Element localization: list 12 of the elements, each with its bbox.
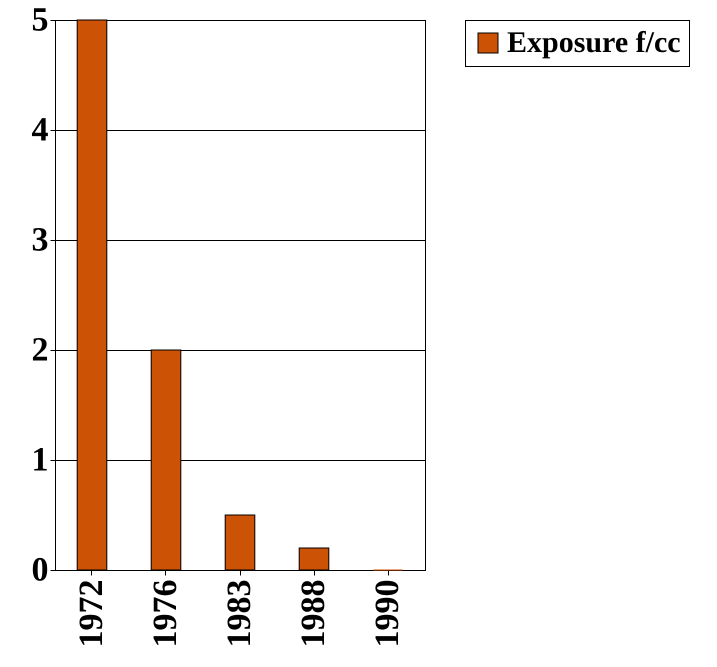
y-tick-label: 4: [32, 112, 48, 148]
x-tick-label: 1983: [221, 580, 258, 648]
x-tick-label: 1988: [295, 580, 332, 648]
y-tick-label: 0: [32, 552, 48, 588]
y-tick-label: 3: [32, 222, 48, 258]
y-tick-label: 5: [32, 2, 48, 38]
x-tick-label: 1972: [73, 580, 110, 648]
y-tick-label: 1: [32, 442, 48, 478]
y-tick-label: 2: [32, 332, 48, 368]
x-tick-label: 1990: [369, 580, 406, 648]
legend-label: Exposure f/cc: [507, 26, 681, 59]
x-tick-label: 1976: [147, 580, 184, 648]
